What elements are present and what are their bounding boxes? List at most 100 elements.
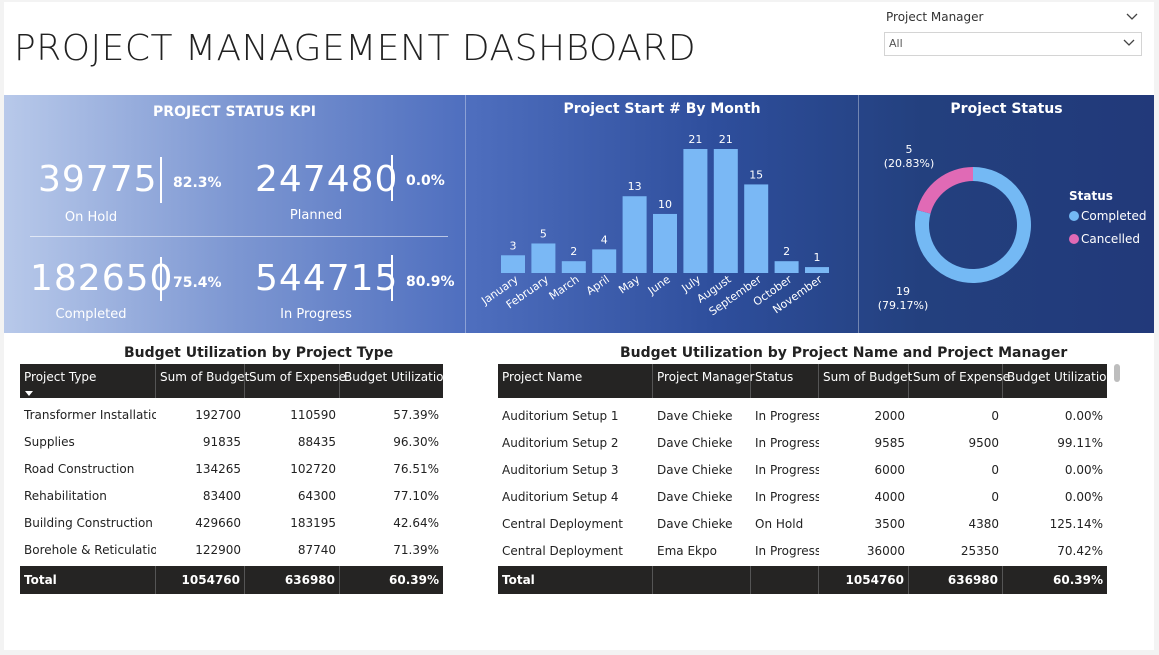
column-header-status[interactable]: Status — [751, 364, 819, 398]
table-cell: 64300 — [297, 488, 336, 503]
project-manager-slicer[interactable]: Project Manager All — [884, 6, 1142, 56]
bar-september[interactable] — [744, 184, 769, 273]
table-cell: On Hold — [755, 516, 804, 531]
table-cell: 83400 — [202, 488, 241, 503]
sort-desc-icon[interactable] — [25, 391, 33, 396]
table-row[interactable]: Road Construction 134265 102720 76.51% — [20, 455, 443, 482]
page-title: PROJECT MANAGEMENT DASHBOARD — [14, 28, 697, 69]
kpi-in-progress-value: 544715 — [255, 258, 399, 299]
table-cell: Auditorium Setup 2 — [502, 435, 619, 450]
column-header-project-type[interactable]: Project Type — [20, 364, 156, 398]
column-header-sum-of-expense[interactable]: Sum of Expense — [245, 364, 346, 398]
table-row[interactable]: Auditorium Setup 2 Dave Chieke In Progress… — [498, 429, 1107, 456]
bar-may[interactable] — [622, 196, 647, 273]
kpi-planned-pct: 0.0% — [406, 173, 445, 189]
table-row[interactable]: Borehole & Reticulation 122900 87740 71.39% — [20, 536, 443, 563]
slicer-dropdown[interactable]: All — [884, 32, 1142, 56]
table-row[interactable]: Auditorium Setup 3 Dave Chieke In Progress… — [498, 456, 1107, 483]
table-row[interactable]: Central Deployment Ema Ekpo In Progress 360… — [498, 537, 1107, 564]
table-cell: 0.00% — [1064, 408, 1103, 423]
chevron-down-icon[interactable] — [1123, 33, 1135, 47]
table-cell: Auditorium Setup 4 — [502, 489, 619, 504]
column-header-project-name[interactable]: Project Name — [498, 364, 653, 398]
bar-january[interactable] — [501, 255, 525, 273]
column-header-sum-of-budget[interactable]: Sum of Budget — [819, 364, 912, 398]
project-start-bar-chart: 3January5February2March4April13May10June… — [478, 133, 829, 318]
table-cell: Dave Chieke — [657, 489, 733, 504]
table-cell: 4380 — [968, 516, 999, 531]
bar-data-label: 21 — [719, 133, 733, 146]
table-cell: Transformer Installation — [24, 407, 156, 422]
bar-july[interactable] — [683, 149, 708, 273]
table-cell: 0 — [991, 462, 999, 477]
slice-cancelled[interactable] — [916, 167, 973, 214]
table-row[interactable]: Auditorium Setup 4 Dave Chieke In Progress… — [498, 483, 1107, 510]
x-tick-label: April — [584, 273, 612, 298]
bar-october[interactable] — [774, 261, 799, 273]
table-row[interactable]: Building Construction 429660 183195 42.64% — [20, 509, 443, 536]
project-status-donut-chart: 19(79.17%) 5(20.83%) Status Completed Cancel… — [878, 143, 1147, 312]
table-cell: In Progress — [755, 408, 819, 423]
kpi-on-hold-value: 39775 — [38, 159, 158, 200]
column-header-budget-utilization[interactable]: Budget Utilization — [344, 370, 452, 384]
table-cell: 110590 — [290, 407, 336, 422]
table-cell: In Progress — [755, 462, 819, 477]
kpi-completed-caption: Completed — [55, 307, 127, 322]
bar-august[interactable] — [713, 149, 738, 273]
panel-divider — [858, 95, 859, 333]
kpi-title: PROJECT STATUS KPI — [153, 104, 316, 120]
table-scrollbar[interactable] — [1114, 364, 1120, 382]
kpi-completed-pct: 75.4% — [173, 275, 222, 291]
table-cell: 70.42% — [1057, 543, 1103, 558]
x-tick-label: May — [616, 273, 642, 297]
project-name-table: Project Name Project Manager Status Sum … — [498, 364, 1115, 594]
bar-data-label: 4 — [601, 233, 608, 246]
kpi-divider — [160, 157, 162, 203]
bar-november[interactable] — [805, 267, 829, 273]
donut-chart-title: Project Status — [950, 101, 1063, 117]
column-header-project-manager[interactable]: Project Manager — [653, 364, 754, 398]
table-row[interactable]: Auditorium Setup 1 Dave Chieke In Progress… — [498, 402, 1107, 429]
kpi-planned-value: 247480 — [255, 159, 399, 200]
table-row[interactable]: Supplies 91835 88435 96.30% — [20, 428, 443, 455]
table-cell: Dave Chieke — [657, 408, 733, 423]
chevron-down-icon[interactable] — [1126, 6, 1138, 21]
table-cell: 99.11% — [1057, 435, 1103, 450]
column-header-sum-of-budget[interactable]: Sum of Budget — [156, 364, 249, 398]
table-cell: Central Deployment — [502, 516, 623, 531]
table-cell: 6000 — [874, 462, 905, 477]
table-cell: Central Deployment — [502, 543, 623, 558]
column-header-budget-utilization[interactable]: Budget Utilization — [1007, 370, 1115, 384]
legend-marker[interactable] — [1069, 211, 1079, 221]
bar-march[interactable] — [561, 261, 586, 273]
table-cell: 91835 — [202, 434, 241, 449]
table-cell: Road Construction — [24, 461, 135, 476]
kpi-on-hold-pct: 82.3% — [173, 175, 222, 191]
table-cell: 134265 — [195, 461, 241, 476]
table-cell: In Progress — [755, 543, 819, 558]
table-cell: Supplies — [24, 434, 75, 449]
slicer-label: Project Manager — [886, 10, 984, 24]
bar-data-label: 5 — [540, 227, 547, 240]
legend-marker[interactable] — [1069, 234, 1079, 244]
table-row[interactable]: Central Deployment Dave Chieke On Hold 3500… — [498, 510, 1107, 537]
legend-item[interactable]: Cancelled — [1081, 232, 1140, 246]
table-cell: 57.39% — [393, 407, 439, 422]
kpi-on-hold-caption: On Hold — [64, 210, 118, 225]
slicer-value: All — [889, 37, 903, 50]
table-cell: 9585 — [874, 435, 905, 450]
bar-june[interactable] — [653, 213, 677, 273]
total-budget: 1054760 — [156, 566, 245, 594]
table-cell: 96.30% — [393, 434, 439, 449]
slicer-header: Project Manager — [884, 6, 1142, 28]
legend-item[interactable]: Completed — [1081, 209, 1146, 223]
column-header-sum-of-expense[interactable]: Sum of Expense — [909, 364, 1010, 398]
table-row[interactable]: Transformer Installation 192700 110590 57.3… — [20, 401, 443, 428]
table-cell: 192700 — [195, 407, 241, 422]
bar-february[interactable] — [531, 243, 556, 273]
slice-data-label: (20.83%) — [884, 157, 935, 170]
table-row[interactable]: Rehabilitation 83400 64300 77.10% — [20, 482, 443, 509]
kpi-divider — [391, 255, 393, 301]
bar-april[interactable] — [592, 249, 617, 273]
slice-data-label: (79.17%) — [878, 299, 929, 312]
